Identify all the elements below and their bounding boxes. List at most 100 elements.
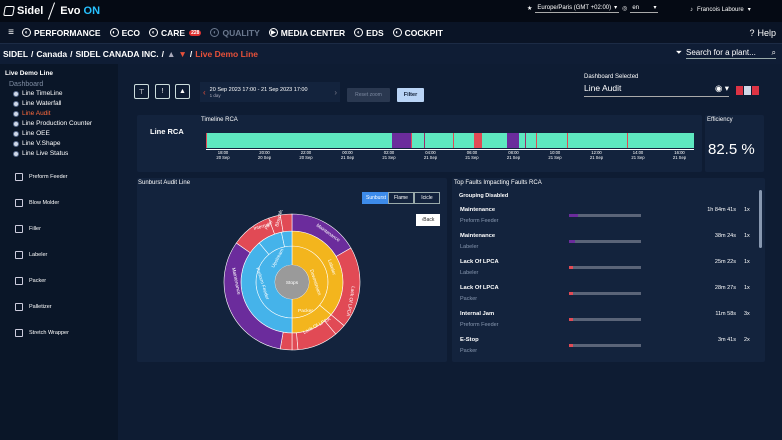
globe-icon: ◎ — [622, 5, 628, 12]
machine-icon — [15, 199, 23, 207]
sidebar-item-oee[interactable]: Line OEE — [13, 129, 118, 138]
timeline-segment[interactable] — [473, 133, 482, 148]
machine-preform-feeder[interactable]: Preform Feeder — [15, 164, 118, 190]
search-input[interactable]: Search for a plant... ⌕ — [686, 47, 776, 59]
export-csv-icon[interactable] — [744, 86, 751, 95]
crumb-canada[interactable]: Canada — [36, 49, 68, 59]
timeline-segment[interactable] — [628, 133, 695, 148]
dashboard-icon — [13, 120, 19, 127]
machine-labeler[interactable]: Labeler — [15, 242, 118, 268]
timeline-tick: 12:00 21 Sep — [589, 150, 604, 160]
timeline-segment[interactable] — [453, 133, 454, 148]
timeline-segment[interactable] — [536, 133, 567, 148]
sidebar-item-audit[interactable]: Line Audit — [13, 109, 118, 118]
help-button[interactable]: ? Help — [749, 27, 776, 38]
nav-eco[interactable]: ◐ ECO — [109, 28, 140, 38]
top-bar: Sidel Evo ON ★ Europe/Paris (GMT +02:00)… — [0, 0, 782, 22]
machine-packer[interactable]: Packer — [15, 268, 118, 294]
reset-zoom-button[interactable]: Reset zoom — [347, 88, 390, 102]
fault-duration: 11m 58s — [715, 311, 736, 317]
fault-progress-fill — [569, 318, 573, 321]
report-button[interactable]: ⊤ — [134, 84, 149, 99]
user-menu[interactable]: ♪ Francois Laboure ▾ — [690, 6, 751, 14]
timeline-segment[interactable] — [207, 133, 393, 148]
timeline-segment[interactable] — [518, 133, 525, 148]
back-button[interactable]: ‹ Back — [416, 214, 440, 226]
fault-row[interactable]: Lack Of LPCA Labeler 25m 22s 1x — [460, 259, 750, 285]
timeline-segment[interactable] — [567, 133, 628, 148]
crumb-plant[interactable]: SIDEL CANADA INC. — [75, 49, 159, 59]
bell-icon[interactable]: ♪ — [690, 6, 693, 13]
fault-machine: Labeler — [460, 244, 479, 250]
date-range-picker[interactable]: ‹ 20 Sep 2023 17:00 - 21 Sep 2023 17:00 1… — [200, 82, 340, 102]
sidel-logo[interactable]: Sidel — [0, 5, 43, 17]
machine-filler[interactable]: Filler — [15, 216, 118, 242]
dashboard-select[interactable]: Dashboard Selected Line Audit ◉ ▾ — [584, 74, 729, 97]
fault-machine: Packer — [460, 348, 478, 354]
fault-row[interactable]: E-Stop Packer 3m 41s 2x — [460, 337, 750, 362]
fault-progress-fill — [569, 240, 575, 243]
crumb-sidel[interactable]: SIDEL — [3, 49, 29, 59]
menu-icon[interactable]: ≡ — [8, 27, 14, 38]
timeline-segment[interactable] — [411, 133, 413, 148]
nav-eds[interactable]: ◐ EDS — [354, 28, 384, 38]
fault-row[interactable]: Maintenance Preform Feeder 1h 84m 41s 1x — [460, 207, 750, 233]
timeline-segment[interactable] — [454, 133, 474, 148]
machine-blow-molder[interactable]: Blow Molder — [15, 190, 118, 216]
nav-media-center[interactable]: ▶ MEDIA CENTER — [268, 28, 345, 38]
sidebar-item-production-counter[interactable]: Line Production Counter — [13, 119, 118, 128]
language-select[interactable]: en ▾ — [630, 4, 659, 13]
fault-name: Maintenance — [460, 207, 496, 213]
export-xls-icon[interactable] — [752, 86, 759, 95]
filter-icon[interactable]: ⏷ — [675, 48, 682, 57]
sidebar-item-timeline[interactable]: Line TimeLine — [13, 89, 118, 98]
sunburst-label-packer: Packer — [298, 308, 313, 314]
export-pdf-icon[interactable] — [736, 86, 743, 95]
timeline-segment[interactable] — [425, 133, 453, 148]
timeline-bar[interactable] — [206, 133, 695, 148]
chevron-right-icon[interactable]: › — [334, 87, 337, 97]
sunburst-center[interactable] — [275, 265, 309, 299]
filter-button[interactable]: Filter — [397, 88, 424, 102]
timeline-segment[interactable] — [566, 133, 568, 148]
nav-care[interactable]: ◐ CARE 228 — [149, 28, 202, 38]
timezone-select[interactable]: Europe/Paris (GMT +02:00) ▾ — [535, 4, 620, 13]
sunburst-chart[interactable]: Stops Downstream Upstream Labeler Packer… — [220, 210, 364, 354]
sidebar-item-waterfall[interactable]: Line Waterfall — [13, 99, 118, 108]
sunburst-segment[interactable] — [279, 213, 293, 233]
timeline-segment[interactable] — [627, 133, 629, 148]
machine-palletizer[interactable]: Palletizer — [15, 294, 118, 320]
rca-label: Line RCA — [150, 127, 184, 136]
performance-icon: ◐ — [22, 28, 31, 37]
fault-row[interactable]: Internal Jam Preform Feeder 11m 58s 3x — [460, 311, 750, 337]
info-button[interactable]: ! — [155, 84, 170, 99]
nav-performance[interactable]: ◐ PERFORMANCE — [22, 28, 101, 38]
faults-scrollbar[interactable] — [759, 190, 762, 248]
timeline-tick: 00:00 21 Sep — [340, 150, 355, 160]
fault-row[interactable]: Maintenance Labeler 38m 24s 1x — [460, 233, 750, 259]
nav-cockpit[interactable]: ◐ COCKPIT — [392, 28, 443, 38]
tab-flame[interactable]: Flame — [388, 192, 414, 204]
timeline-segment[interactable] — [392, 133, 412, 148]
sidebar-item-live-status[interactable]: Line Live Status — [13, 149, 118, 158]
nav-quality[interactable]: ◐ QUALITY — [210, 28, 260, 38]
star-icon[interactable]: ★ — [527, 5, 533, 12]
timeline-segment[interactable] — [506, 133, 519, 148]
timeline-segment[interactable] — [535, 133, 537, 148]
timeline-segment[interactable] — [525, 133, 536, 148]
crumb-current: Live Demo Line — [195, 49, 259, 59]
timeline-segment[interactable] — [481, 133, 507, 148]
sidebar-item-vshape[interactable]: Line V.Shape — [13, 139, 118, 148]
tab-icicle[interactable]: Icicle — [414, 192, 440, 204]
fault-name: Lack Of LPCA — [460, 259, 499, 265]
timeline-segment[interactable] — [524, 133, 526, 148]
timeline-segment[interactable] — [206, 133, 207, 148]
fault-row[interactable]: Lack Of LPCA Packer 28m 27s 1x — [460, 285, 750, 311]
alert-button[interactable]: ▲ — [175, 84, 190, 99]
tab-sunburst[interactable]: Sunburst — [362, 192, 388, 204]
chevron-left-icon[interactable]: ‹ — [203, 87, 206, 97]
timeline-segment[interactable] — [424, 133, 426, 148]
machine-stretch-wrapper[interactable]: Stretch Wrapper — [15, 320, 118, 346]
timeline-segment[interactable] — [412, 133, 425, 148]
help-icon: ? — [749, 27, 755, 38]
